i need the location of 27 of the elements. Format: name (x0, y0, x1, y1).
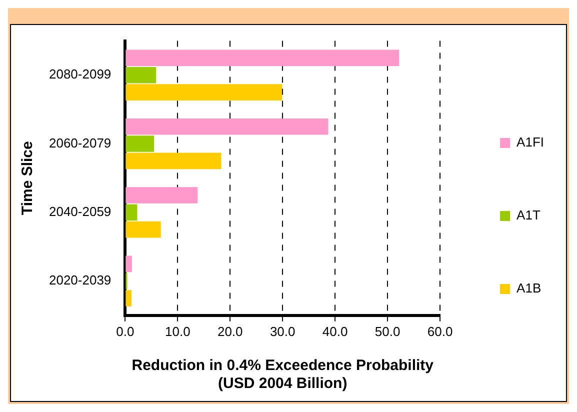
bar (126, 136, 154, 152)
legend-label: A1FI (516, 134, 544, 150)
bar (126, 50, 400, 66)
y-tick-label: 2040-2059 (48, 204, 112, 220)
bar (126, 204, 138, 221)
x-tick-label: 0.0 (116, 324, 134, 339)
legend-label: A1T (516, 208, 540, 223)
x-tick-label: 60.0 (427, 324, 453, 339)
bar (126, 221, 161, 238)
bar (126, 187, 198, 204)
bar (126, 118, 328, 135)
y-axis-title: Time Slice (19, 141, 36, 216)
y-tick-label: 2020-2039 (48, 272, 112, 288)
x-tick-label: 50.0 (374, 324, 400, 339)
x-axis-title: Reduction in 0.4% Exceedence Probability (USD 2004 Billion) (132, 357, 434, 392)
x-tick-label: 20.0 (217, 324, 243, 339)
bar (126, 290, 132, 306)
x-tick-label: 30.0 (270, 324, 296, 339)
legend-label: A1B (516, 280, 542, 296)
y-tick-label: 2060-2079 (48, 135, 112, 150)
y-tick-label: 2080-2099 (48, 66, 112, 82)
bar (126, 256, 132, 272)
x-tick-label: 10.0 (164, 324, 190, 339)
bar (126, 66, 156, 84)
bar (126, 152, 222, 170)
x-tick-label: 40.0 (322, 324, 348, 339)
bar (126, 84, 282, 100)
